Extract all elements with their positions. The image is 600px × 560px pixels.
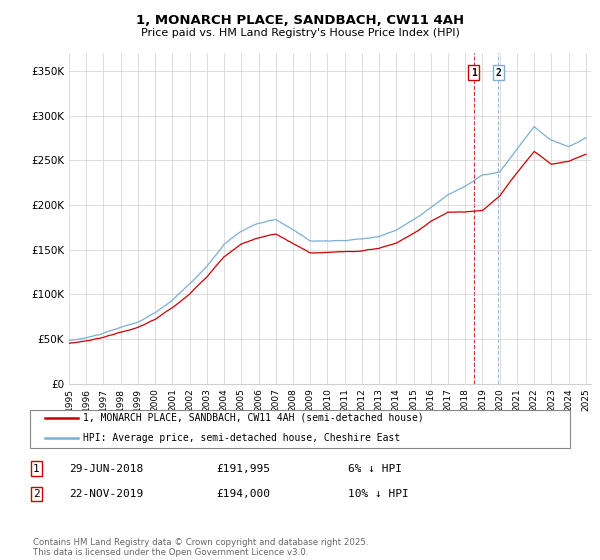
Text: Contains HM Land Registry data © Crown copyright and database right 2025.
This d: Contains HM Land Registry data © Crown c…: [33, 538, 368, 557]
Text: 29-JUN-2018: 29-JUN-2018: [69, 464, 143, 474]
Text: 1, MONARCH PLACE, SANDBACH, CW11 4AH (semi-detached house): 1, MONARCH PLACE, SANDBACH, CW11 4AH (se…: [83, 413, 424, 423]
Text: £194,000: £194,000: [216, 489, 270, 499]
Text: 1, MONARCH PLACE, SANDBACH, CW11 4AH: 1, MONARCH PLACE, SANDBACH, CW11 4AH: [136, 14, 464, 27]
Text: 1: 1: [33, 464, 40, 474]
Text: Price paid vs. HM Land Registry's House Price Index (HPI): Price paid vs. HM Land Registry's House …: [140, 28, 460, 38]
Text: 10% ↓ HPI: 10% ↓ HPI: [348, 489, 409, 499]
Text: 2: 2: [33, 489, 40, 499]
Text: 2: 2: [496, 68, 501, 78]
Text: 6% ↓ HPI: 6% ↓ HPI: [348, 464, 402, 474]
Text: 22-NOV-2019: 22-NOV-2019: [69, 489, 143, 499]
Text: 1: 1: [471, 68, 477, 78]
Text: £191,995: £191,995: [216, 464, 270, 474]
Text: HPI: Average price, semi-detached house, Cheshire East: HPI: Average price, semi-detached house,…: [83, 433, 400, 443]
